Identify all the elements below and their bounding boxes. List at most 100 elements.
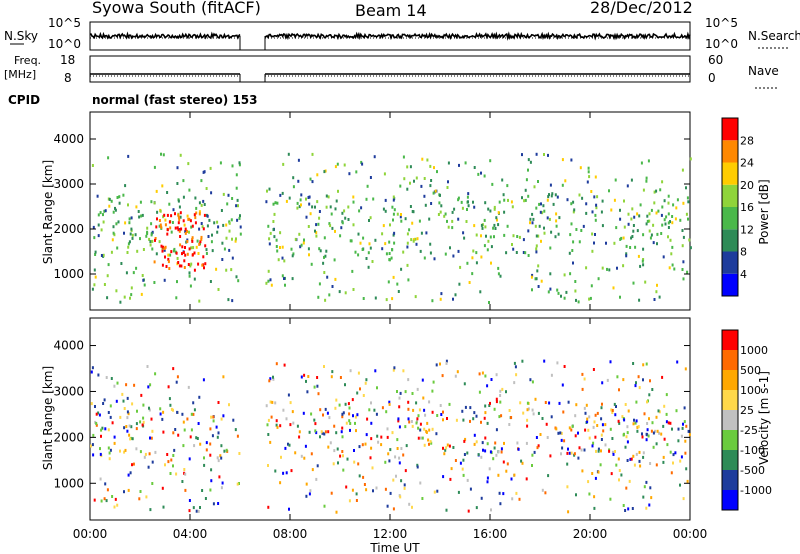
echo-cell bbox=[634, 245, 637, 249]
echo-cell bbox=[630, 457, 633, 461]
echo-cell bbox=[389, 491, 392, 495]
echo-cell bbox=[288, 507, 290, 511]
echo-cell bbox=[430, 179, 433, 182]
echo-cell bbox=[416, 463, 419, 467]
echo-cell bbox=[685, 467, 688, 471]
echo-cell bbox=[431, 299, 434, 303]
echo-cell bbox=[521, 359, 524, 363]
echo-cell bbox=[495, 397, 498, 401]
echo-cell bbox=[573, 208, 576, 212]
echo-cell bbox=[305, 494, 308, 498]
echo-cell bbox=[107, 156, 110, 160]
echo-cell bbox=[661, 205, 664, 209]
echo-cell bbox=[140, 292, 143, 296]
echo-cell bbox=[178, 218, 181, 222]
colorbar-segment bbox=[722, 410, 738, 430]
echo-cell bbox=[177, 261, 180, 264]
echo-cell bbox=[543, 226, 545, 230]
echo-cell bbox=[423, 427, 426, 431]
echo-cell bbox=[537, 285, 540, 288]
noise-sky-trace bbox=[264, 31, 691, 41]
echo-cell bbox=[188, 247, 191, 251]
echo-cell bbox=[660, 232, 663, 235]
echo-cell bbox=[557, 232, 560, 236]
noise-traces bbox=[90, 31, 691, 50]
echo-cell bbox=[572, 200, 575, 204]
echo-cell bbox=[531, 273, 534, 277]
echo-cell bbox=[402, 155, 405, 159]
echo-cell bbox=[153, 201, 156, 205]
echo-cell bbox=[585, 211, 588, 215]
echo-cell bbox=[274, 401, 277, 405]
echo-cell bbox=[543, 209, 546, 213]
echo-cell bbox=[501, 387, 504, 391]
echo-cell bbox=[150, 222, 153, 226]
echo-cell bbox=[499, 400, 502, 404]
echo-cell bbox=[367, 251, 370, 255]
echo-cell bbox=[193, 251, 196, 255]
y-tick-label: 4000 bbox=[53, 132, 84, 146]
echo-cell bbox=[189, 284, 192, 288]
echo-cell bbox=[526, 424, 529, 428]
echo-cell bbox=[629, 246, 632, 249]
echo-cell bbox=[527, 254, 530, 257]
echo-cell bbox=[340, 226, 343, 230]
echo-cell bbox=[610, 472, 613, 476]
echo-cell bbox=[452, 254, 455, 258]
beam-title: Beam 14 bbox=[355, 1, 427, 20]
echo-cell bbox=[669, 421, 672, 425]
echo-cell bbox=[283, 363, 286, 367]
echo-cell bbox=[483, 218, 486, 222]
echo-cell bbox=[210, 479, 213, 483]
echo-cell bbox=[655, 415, 658, 419]
echo-cell bbox=[460, 200, 463, 204]
echo-cell bbox=[563, 273, 566, 277]
echo-cell bbox=[489, 401, 491, 405]
power-echoes bbox=[91, 152, 692, 304]
echo-cell bbox=[280, 455, 282, 459]
echo-cell bbox=[638, 214, 641, 218]
echo-cell bbox=[103, 283, 106, 286]
echo-cell bbox=[487, 207, 490, 211]
echo-cell bbox=[387, 280, 390, 284]
echo-cell bbox=[309, 489, 312, 493]
echo-cell bbox=[574, 280, 577, 283]
echo-cell bbox=[94, 275, 97, 279]
echo-cell bbox=[418, 408, 421, 412]
echo-cell bbox=[633, 215, 636, 219]
echo-cell bbox=[681, 426, 684, 430]
echo-cell bbox=[93, 268, 96, 272]
echo-cell bbox=[431, 410, 434, 414]
echo-cell bbox=[587, 428, 590, 432]
echo-cell bbox=[182, 251, 185, 254]
echo-cell bbox=[190, 225, 193, 229]
echo-cell bbox=[618, 478, 620, 482]
echo-cell bbox=[106, 274, 109, 278]
echo-cell bbox=[130, 293, 133, 297]
echo-cell bbox=[228, 229, 231, 233]
echo-cell bbox=[396, 447, 399, 450]
echo-cell bbox=[600, 406, 603, 410]
echo-cell bbox=[639, 264, 642, 268]
echo-cell bbox=[114, 497, 117, 501]
echo-cell bbox=[449, 477, 452, 481]
echo-cell bbox=[184, 253, 187, 257]
echo-cell bbox=[440, 413, 443, 416]
echo-cell bbox=[594, 175, 597, 179]
echo-cell bbox=[585, 403, 588, 407]
echo-cell bbox=[176, 226, 179, 230]
echo-cell bbox=[175, 296, 178, 300]
echo-cell bbox=[176, 280, 178, 284]
echo-cell bbox=[633, 418, 635, 422]
echo-cell bbox=[570, 222, 573, 226]
echo-cell bbox=[593, 495, 596, 499]
echo-cell bbox=[473, 442, 476, 446]
echo-cell bbox=[392, 212, 395, 216]
echo-cell bbox=[568, 451, 571, 455]
echo-cell bbox=[493, 235, 495, 239]
colorbar-tick-label: 1000 bbox=[740, 344, 768, 357]
echo-cell bbox=[617, 457, 620, 461]
echo-cell bbox=[514, 365, 517, 369]
echo-cell bbox=[216, 220, 219, 224]
echo-cell bbox=[588, 436, 591, 440]
